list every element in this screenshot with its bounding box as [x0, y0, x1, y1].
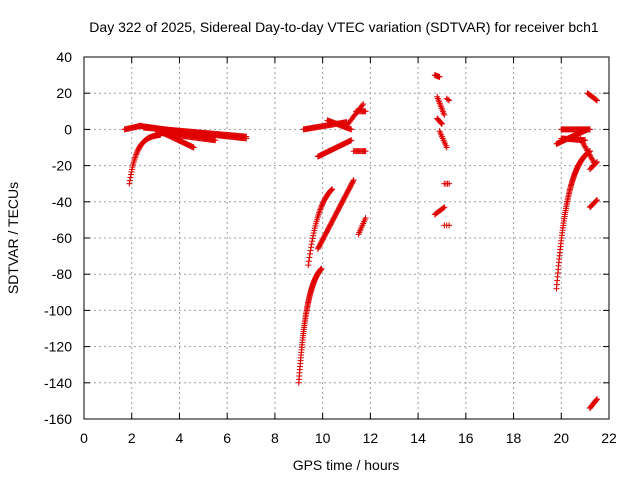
x-tick-label: 0	[80, 430, 88, 446]
data-point	[305, 262, 312, 269]
data-point	[127, 174, 134, 181]
x-tick-label: 18	[506, 430, 522, 446]
gridlines	[84, 57, 609, 419]
data-point	[308, 244, 315, 251]
data-point	[329, 186, 336, 193]
y-tick-label: -20	[52, 158, 72, 174]
data-point	[436, 73, 443, 80]
data-point	[348, 137, 355, 144]
x-tick-label: 20	[553, 430, 569, 446]
axis-ticks	[83, 56, 610, 420]
x-tick-label: 8	[271, 430, 279, 446]
data-point	[446, 97, 453, 104]
data-point	[350, 177, 357, 184]
data-point	[309, 235, 316, 242]
data-point	[443, 144, 450, 151]
x-tick-label: 22	[601, 430, 617, 446]
data-point	[593, 96, 600, 103]
data-point	[444, 96, 451, 103]
data-point	[360, 101, 367, 108]
data-point	[317, 205, 324, 212]
data-point	[318, 265, 325, 272]
x-tick-label: 6	[223, 430, 231, 446]
y-tick-label: -60	[52, 230, 72, 246]
data-point	[317, 206, 324, 213]
data-point	[309, 238, 316, 245]
data-points	[121, 72, 601, 412]
data-point	[594, 97, 601, 104]
data-point	[441, 111, 448, 118]
x-tick-label: 12	[363, 430, 379, 446]
data-point	[438, 120, 445, 127]
data-point	[350, 178, 357, 185]
y-tick-label: -40	[52, 194, 72, 210]
data-point	[190, 144, 197, 151]
chart-title: Day 322 of 2025, Sidereal Day-to-day VTE…	[89, 19, 599, 35]
data-point	[593, 396, 600, 403]
data-point	[446, 180, 453, 187]
y-tick-label: 20	[56, 85, 72, 101]
y-tick-label: -100	[44, 302, 72, 318]
data-point	[306, 254, 313, 261]
data-point	[328, 186, 335, 193]
x-tick-label: 4	[176, 430, 184, 446]
data-point	[446, 222, 453, 229]
data-point	[440, 205, 447, 212]
data-point	[308, 241, 315, 248]
data-point	[586, 126, 593, 133]
data-point	[359, 102, 366, 109]
data-point	[362, 108, 369, 115]
data-point	[212, 137, 219, 144]
data-point	[438, 120, 445, 127]
data-point	[132, 152, 139, 159]
data-point	[441, 204, 448, 211]
y-tick-label: -140	[44, 375, 72, 391]
data-point	[593, 160, 600, 167]
y-tick-label: 0	[64, 121, 72, 137]
data-point	[594, 158, 601, 165]
data-point	[328, 187, 335, 194]
data-point	[307, 247, 314, 254]
data-point	[305, 258, 312, 265]
data-point	[243, 135, 250, 142]
data-point	[127, 171, 134, 178]
x-tick-labels: 0 2 4 6 8 10 12 14 16 18 20 22	[80, 430, 617, 446]
data-point	[593, 197, 600, 204]
data-point	[362, 215, 369, 222]
x-tick-label: 2	[128, 430, 136, 446]
x-tick-label: 10	[315, 430, 331, 446]
data-point	[318, 203, 325, 210]
data-point	[594, 396, 601, 403]
y-axis-label: SDTVAR / TECUs	[5, 182, 21, 294]
data-point	[594, 196, 601, 203]
data-point	[310, 232, 317, 239]
x-tick-label: 16	[458, 430, 474, 446]
y-tick-label: -160	[44, 411, 72, 427]
data-point	[362, 148, 369, 155]
data-point	[126, 180, 133, 187]
y-tick-label: 40	[56, 49, 72, 65]
data-point	[348, 126, 355, 133]
data-point	[126, 177, 133, 184]
data-point	[306, 250, 313, 257]
y-tick-label: -80	[52, 266, 72, 282]
data-point	[133, 151, 140, 158]
x-tick-label: 14	[410, 430, 426, 446]
y-tick-labels: -160 -140 -120 -100 -80 -60 -40 -20 0 20 40	[44, 49, 72, 427]
y-tick-label: -120	[44, 339, 72, 355]
x-axis-label: GPS time / hours	[293, 457, 400, 473]
